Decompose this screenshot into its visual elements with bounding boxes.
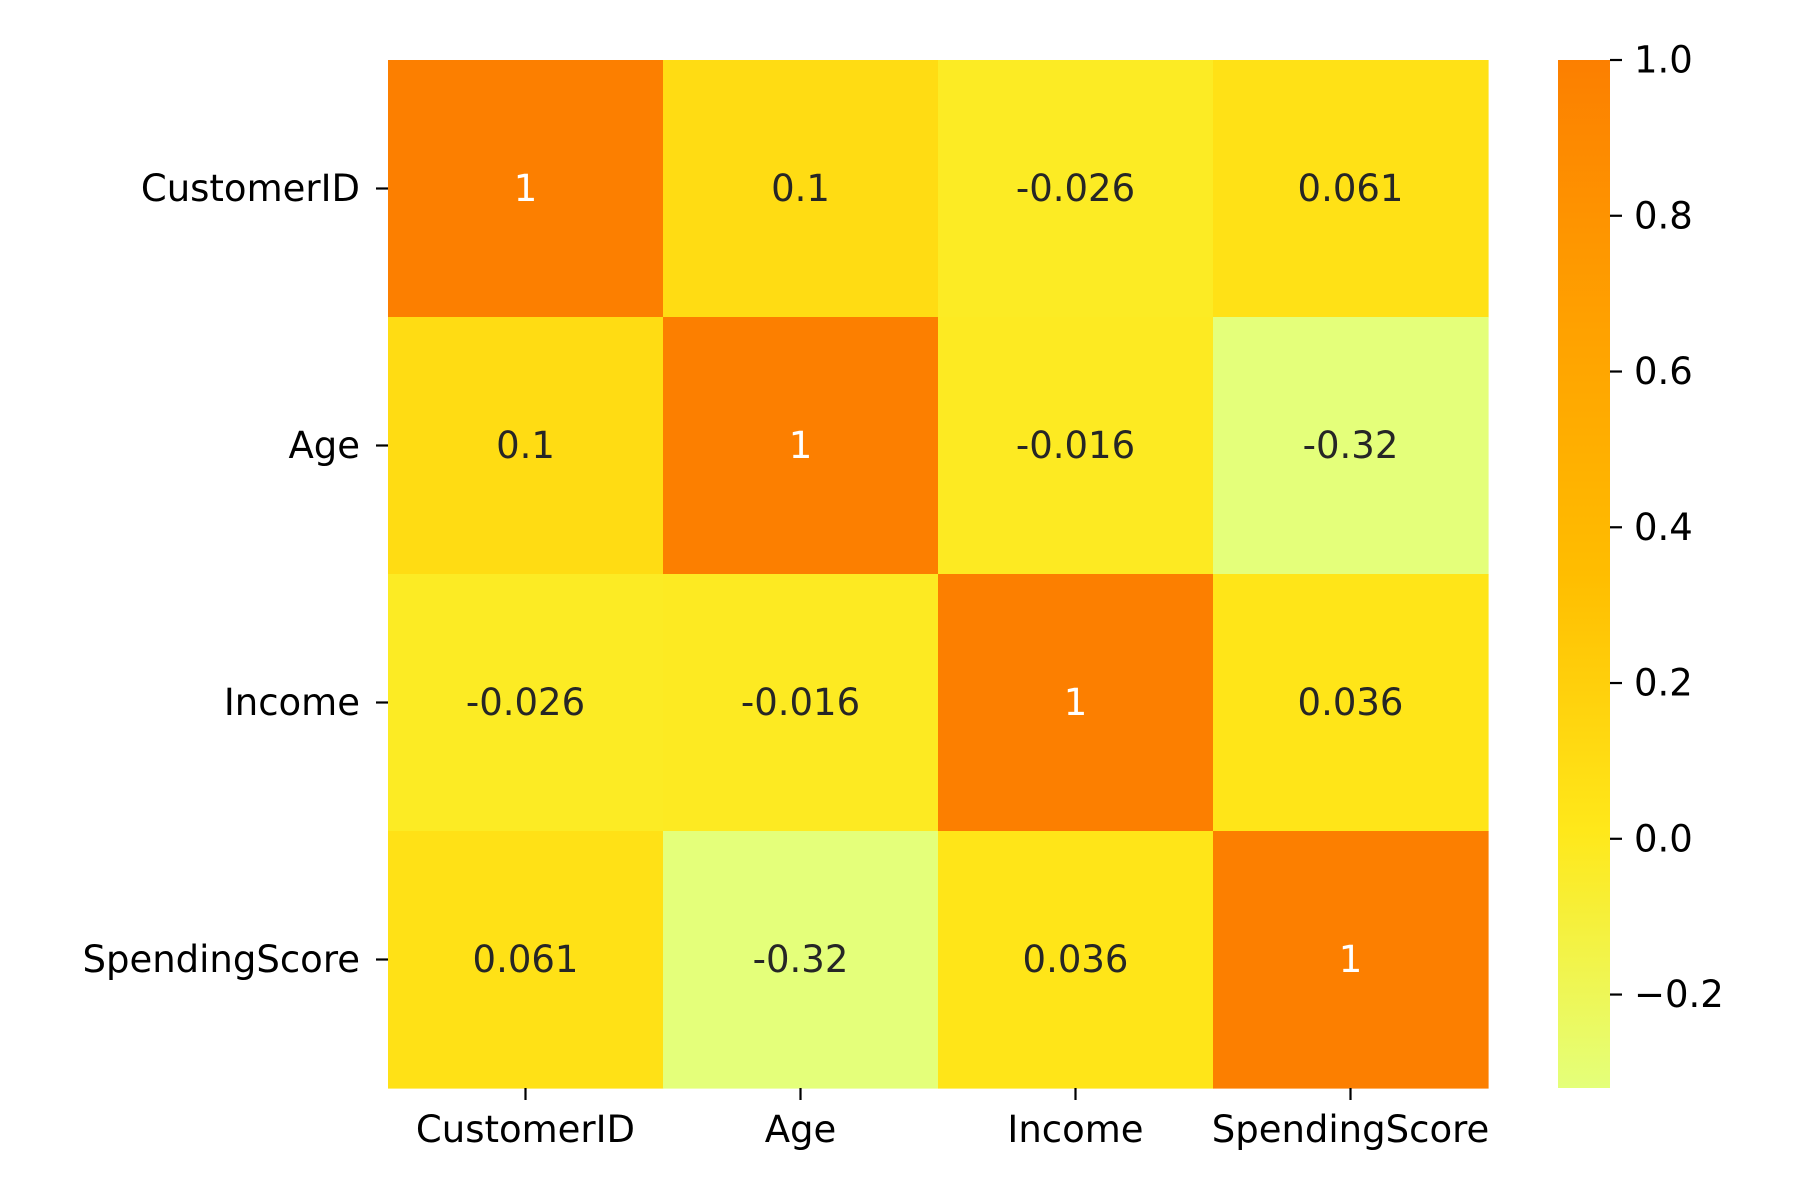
cell-annotations: 1 0.1 -0.026 0.061 0.1 1 -0.016 -0.32 -0.026 -0.0… [466, 167, 1404, 981]
cell-value-label: 0.036 [1023, 938, 1129, 981]
cell-value-label: -0.026 [1016, 167, 1135, 210]
x-tick-label: Income [1007, 1108, 1143, 1151]
heatmap-cell [938, 317, 1214, 575]
cell-value-label: 0.1 [496, 424, 555, 467]
cell-value-label: 1 [789, 424, 813, 467]
heatmap-cell [663, 831, 939, 1089]
colorbar-tick-label: −0.2 [1634, 973, 1724, 1016]
cell-value-label: 1 [1064, 681, 1088, 724]
heatmap-cell [388, 574, 664, 832]
colorbar-tick-label: 0.8 [1634, 194, 1693, 237]
x-tick-label: SpendingScore [1212, 1108, 1490, 1151]
heatmap-cell [663, 60, 939, 318]
cell-value-label: -0.016 [1016, 424, 1135, 467]
heatmap-cell [938, 60, 1214, 318]
heatmap-cell [1213, 60, 1489, 318]
colorbar-tick-label: 0.0 [1634, 817, 1693, 860]
y-tick-label: SpendingScore [82, 938, 360, 981]
cell-value-label: -0.32 [1303, 424, 1399, 467]
cell-value-label: 0.036 [1298, 681, 1404, 724]
colorbar: 1.0 0.8 0.6 0.4 0.2 0.0 −0.2 [1558, 39, 1724, 1088]
x-axis: CustomerID Age Income SpendingScore [416, 1088, 1489, 1151]
y-tick-label: CustomerID [141, 167, 360, 210]
heatmap-cell [938, 574, 1214, 832]
heatmap-cell [663, 317, 939, 575]
cell-value-label: 1 [1339, 938, 1363, 981]
x-tick-label: Age [765, 1108, 837, 1151]
heatmap-cell [388, 317, 664, 575]
cell-value-label: 1 [514, 167, 538, 210]
heatmap-cell [388, 831, 664, 1089]
heatmap-cell [1213, 831, 1489, 1089]
y-tick-label: Age [288, 424, 360, 467]
cell-value-label: -0.026 [466, 681, 585, 724]
colorbar-tick-label: 0.4 [1634, 506, 1693, 549]
heatmap-cell [938, 831, 1214, 1089]
colorbar-gradient [1558, 60, 1610, 1088]
cell-value-label: 0.061 [473, 938, 579, 981]
heatmap-cell [388, 60, 664, 318]
cell-value-label: -0.32 [753, 938, 849, 981]
y-axis: CustomerID Age Income SpendingScore [82, 167, 388, 981]
y-tick-label: Income [224, 681, 360, 724]
colorbar-tick-label: 1.0 [1634, 39, 1693, 82]
cell-value-label: -0.016 [741, 681, 860, 724]
heatmap-cell [1213, 574, 1489, 832]
heatmap-cells [388, 60, 1489, 1089]
heatmap-cell [1213, 317, 1489, 575]
colorbar-tick-label: 0.6 [1634, 350, 1693, 393]
heatmap-cell [663, 574, 939, 832]
cell-value-label: 0.061 [1298, 167, 1404, 210]
x-tick-label: CustomerID [416, 1108, 635, 1151]
colorbar-tick-label: 0.2 [1634, 662, 1693, 705]
cell-value-label: 0.1 [771, 167, 830, 210]
